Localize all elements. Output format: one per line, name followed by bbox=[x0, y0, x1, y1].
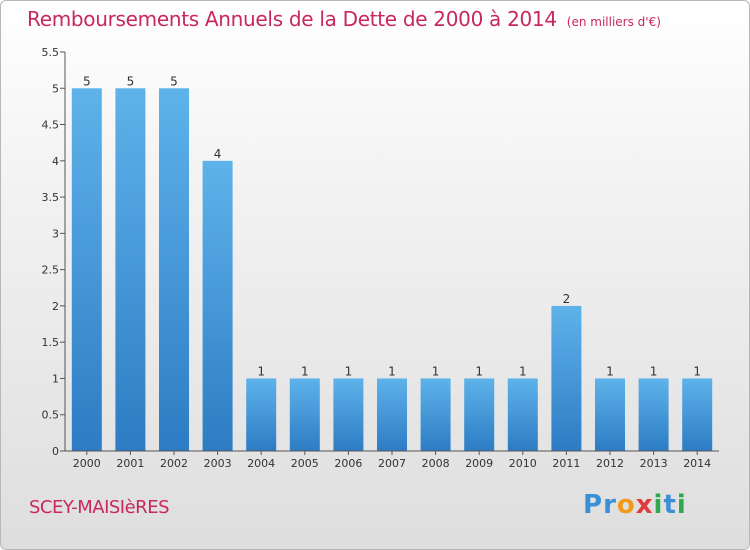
bar bbox=[246, 378, 277, 451]
x-tick-label: 2011 bbox=[552, 457, 580, 470]
y-tick-label: 3.5 bbox=[42, 191, 60, 204]
data-label: 2 bbox=[563, 292, 571, 306]
logo-letter: r bbox=[603, 490, 617, 520]
y-tick-label: 1 bbox=[52, 372, 59, 385]
x-tick-label: 2010 bbox=[509, 457, 537, 470]
y-tick-label: 3 bbox=[52, 227, 59, 240]
data-label: 1 bbox=[257, 364, 265, 378]
x-tick-label: 2005 bbox=[291, 457, 319, 470]
data-label: 1 bbox=[650, 364, 658, 378]
data-label: 1 bbox=[693, 364, 701, 378]
logo-letter: t bbox=[663, 490, 677, 520]
bar bbox=[551, 305, 582, 451]
bar bbox=[638, 378, 669, 451]
data-label: 5 bbox=[83, 74, 91, 88]
bar bbox=[159, 88, 189, 451]
x-tick-label: 2004 bbox=[247, 457, 275, 470]
title-text: Remboursements Annuels de la Dette de 20… bbox=[27, 7, 557, 31]
data-label: 1 bbox=[388, 364, 396, 378]
bar bbox=[377, 378, 407, 451]
bar bbox=[682, 378, 713, 451]
y-tick-label: 0.5 bbox=[42, 409, 60, 422]
commune-name: SCEY-MAISIèRES bbox=[29, 497, 170, 518]
bar bbox=[507, 378, 538, 451]
x-tick-label: 2000 bbox=[73, 457, 101, 470]
logo-letter: o bbox=[616, 490, 636, 520]
x-axis: 2000 2001 2002 2003 2004 2005 2006 2007 2008 2009… bbox=[65, 450, 719, 470]
data-label: 1 bbox=[519, 364, 527, 378]
y-tick-label: 1.5 bbox=[42, 336, 60, 349]
x-tick-label: 2013 bbox=[640, 457, 668, 470]
logo-letter: i bbox=[653, 490, 664, 520]
x-tick-label: 2012 bbox=[596, 457, 624, 470]
data-label: 1 bbox=[301, 364, 309, 378]
y-tick-label: 0 bbox=[52, 445, 59, 458]
bar-chart: 0 0.5 1 1.5 2 2.5 3 3.5 4 4.5 5 5.5 5 5 5 4 1 1 1 1 1 1 1 2 1 1 1… bbox=[42, 46, 719, 470]
bar bbox=[115, 88, 146, 451]
bar bbox=[71, 88, 102, 451]
x-tick-label: 2003 bbox=[204, 457, 232, 470]
data-label: 5 bbox=[127, 74, 135, 88]
x-tick-label: 2009 bbox=[465, 457, 493, 470]
y-tick-label: 4.5 bbox=[42, 119, 60, 132]
bar bbox=[420, 378, 451, 451]
chart-title: Remboursements Annuels de la Dette de 20… bbox=[27, 7, 661, 31]
bar bbox=[333, 378, 364, 451]
data-label: 1 bbox=[475, 364, 483, 378]
data-label: 1 bbox=[432, 364, 440, 378]
data-labels: 5 5 5 4 1 1 1 1 1 1 1 2 1 1 1 bbox=[83, 74, 701, 378]
bars bbox=[71, 88, 713, 451]
y-tick-label: 2.5 bbox=[42, 264, 60, 277]
logo-letter: P bbox=[583, 490, 604, 520]
data-label: 1 bbox=[345, 364, 353, 378]
y-tick-label: 5 bbox=[52, 82, 59, 95]
bar bbox=[595, 378, 625, 451]
x-tick-label: 2001 bbox=[116, 457, 144, 470]
y-tick-label: 4 bbox=[52, 155, 59, 168]
data-label: 5 bbox=[170, 74, 178, 88]
logo-letter: x bbox=[635, 490, 654, 520]
y-tick-label: 2 bbox=[52, 300, 59, 313]
y-tick-label: 5.5 bbox=[42, 46, 60, 59]
logo-letter: i bbox=[676, 490, 687, 520]
data-label: 4 bbox=[214, 147, 222, 161]
bar bbox=[464, 378, 495, 451]
x-tick-label: 2014 bbox=[683, 457, 711, 470]
proxiti-logo: Proxiti bbox=[583, 490, 687, 520]
y-axis: 0 0.5 1 1.5 2 2.5 3 3.5 4 4.5 5 5.5 bbox=[42, 46, 66, 458]
x-tick-label: 2002 bbox=[160, 457, 188, 470]
x-tick-label: 2007 bbox=[378, 457, 406, 470]
bar bbox=[289, 378, 320, 451]
x-tick-label: 2008 bbox=[422, 457, 450, 470]
x-tick-label: 2006 bbox=[334, 457, 362, 470]
chart-subtitle: (en milliers d'€) bbox=[566, 15, 661, 29]
bar bbox=[202, 160, 233, 451]
data-label: 1 bbox=[606, 364, 614, 378]
